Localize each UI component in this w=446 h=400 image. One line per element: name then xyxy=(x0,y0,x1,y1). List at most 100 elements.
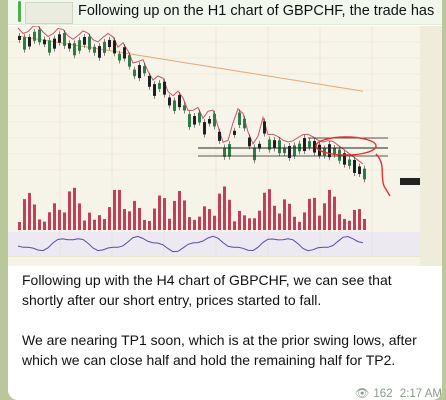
volume-bar xyxy=(343,218,346,230)
candle-body xyxy=(118,53,121,61)
volume-bar xyxy=(223,186,226,230)
volume-bar xyxy=(163,198,166,230)
message-meta: 👁 162 2:17 AM xyxy=(351,386,442,400)
rsi-pane xyxy=(8,232,420,256)
volume-bar xyxy=(278,213,281,230)
volume-bar xyxy=(313,197,316,230)
candle-body xyxy=(133,69,136,77)
volume-bar xyxy=(243,215,246,230)
moving-average-line xyxy=(17,26,364,165)
message-bubble: Following up on the H1 chart of GBPCHF, … xyxy=(8,0,442,400)
volume-bar xyxy=(238,210,241,230)
volume-bar xyxy=(218,193,221,230)
candle-body xyxy=(93,46,96,53)
volume-bar xyxy=(363,218,366,230)
volume-bar xyxy=(353,209,356,230)
volume-bar xyxy=(93,219,96,230)
volume-bar xyxy=(273,205,276,230)
volume-bar xyxy=(133,200,136,230)
price-pane xyxy=(8,26,420,176)
candle-body xyxy=(328,144,331,158)
message-time: 2:17 AM xyxy=(399,388,442,400)
candle-body xyxy=(48,40,51,53)
volume-bar xyxy=(103,219,106,230)
candle-body xyxy=(273,140,276,149)
candle-body xyxy=(278,140,281,154)
volume-bar xyxy=(123,209,126,230)
volume-bar xyxy=(173,200,176,230)
volume-bar xyxy=(228,199,231,230)
candle-body xyxy=(23,37,26,50)
volume-bar xyxy=(68,191,71,230)
candle-body xyxy=(108,39,111,48)
volume-bar xyxy=(178,190,181,230)
volume-bar xyxy=(23,199,26,230)
volume-bar xyxy=(143,219,146,230)
volume-bar xyxy=(263,192,266,230)
candle-body xyxy=(208,119,211,124)
volume-bar xyxy=(138,207,141,230)
volume-bar xyxy=(308,198,311,230)
candle-body xyxy=(88,36,91,50)
rsi-line xyxy=(17,235,364,253)
volume-bar xyxy=(118,189,121,230)
candle-body xyxy=(298,143,301,152)
reply-preview[interactable]: Following up on the H1 chart of GBPCHF, … xyxy=(8,0,442,25)
volume-bar xyxy=(253,218,256,230)
candle-body xyxy=(28,36,31,47)
volume-bar xyxy=(158,195,161,230)
volume-bar xyxy=(338,214,341,230)
candle-body xyxy=(283,147,286,153)
candle-body xyxy=(313,141,316,153)
candle-body xyxy=(193,116,196,125)
candle-body xyxy=(58,34,61,43)
volume-bar xyxy=(28,192,31,230)
volume-bar xyxy=(108,207,111,230)
reply-text: Following up on the H1 chart of GBPCHF, … xyxy=(78,3,438,19)
volume-bar xyxy=(288,203,291,230)
candle-body xyxy=(98,46,101,58)
message-paragraph-2: We are nearing TP1 soon, which is at the… xyxy=(22,332,417,368)
candle-body xyxy=(163,81,166,95)
volume-bar xyxy=(38,219,41,230)
volume-bar xyxy=(83,220,86,230)
message-paragraph-1: Following up with the H4 chart of GBPCHF… xyxy=(22,272,392,308)
volume-bar xyxy=(193,219,196,230)
candle-body xyxy=(333,147,336,155)
candle-body xyxy=(308,141,311,148)
volume-bar xyxy=(203,206,206,230)
candle-body xyxy=(103,41,106,53)
chart-image[interactable] xyxy=(8,26,442,266)
volume-bar xyxy=(283,199,286,230)
candle-body xyxy=(38,29,41,43)
candle-body xyxy=(228,144,231,157)
volume-bar xyxy=(63,212,66,230)
reply-thumbnail xyxy=(25,2,73,24)
volume-bar xyxy=(323,203,326,230)
candle-body xyxy=(123,47,126,59)
candle-body xyxy=(73,43,76,56)
candle-body xyxy=(148,75,151,87)
candle-body xyxy=(238,112,241,126)
volume-bar xyxy=(18,222,21,230)
candle-body xyxy=(178,95,181,108)
candle-body xyxy=(303,138,306,152)
candle-body xyxy=(183,105,186,111)
candle-body xyxy=(83,37,86,45)
candle-body xyxy=(258,143,261,149)
candle-body xyxy=(153,84,156,96)
volume-bar xyxy=(188,217,191,230)
volume-bar xyxy=(168,218,171,230)
volume-bar xyxy=(293,216,296,230)
volume-bar xyxy=(73,187,76,230)
candle-body xyxy=(78,40,81,51)
volume-bar xyxy=(348,220,351,230)
volume-bar xyxy=(148,221,151,230)
candle-body xyxy=(243,118,246,129)
candle-body xyxy=(233,130,236,135)
candle-body xyxy=(158,83,161,89)
candle-body xyxy=(63,32,66,46)
volume-bar xyxy=(298,221,301,230)
candle-body xyxy=(33,31,36,41)
candle-body xyxy=(363,168,366,180)
